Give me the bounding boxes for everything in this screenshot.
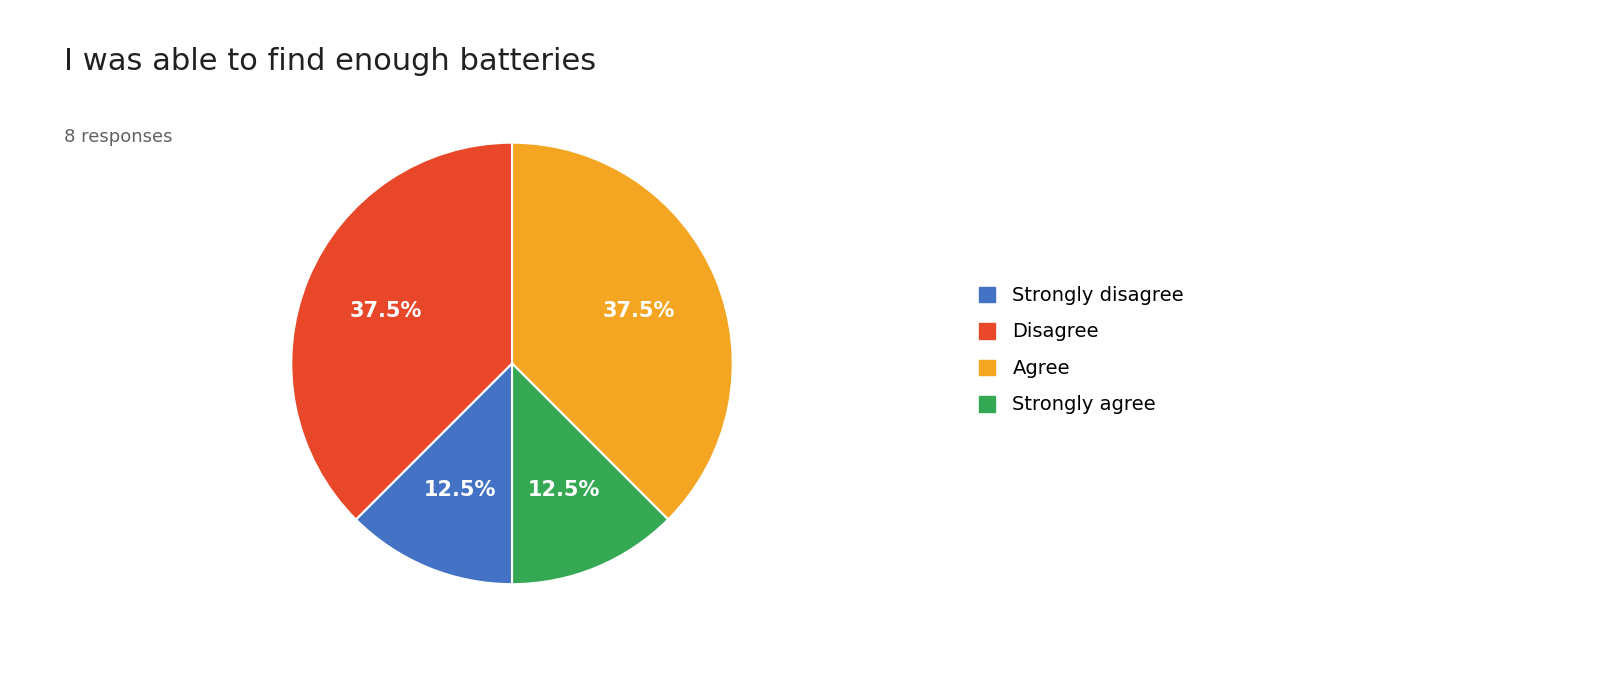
Text: I was able to find enough batteries: I was able to find enough batteries bbox=[64, 47, 597, 76]
Wedge shape bbox=[291, 143, 512, 520]
Wedge shape bbox=[355, 363, 512, 584]
Wedge shape bbox=[512, 363, 669, 584]
Legend: Strongly disagree, Disagree, Agree, Strongly agree: Strongly disagree, Disagree, Agree, Stro… bbox=[970, 276, 1194, 424]
Wedge shape bbox=[512, 143, 733, 520]
Text: 37.5%: 37.5% bbox=[602, 301, 675, 321]
Text: 12.5%: 12.5% bbox=[528, 480, 600, 500]
Text: 8 responses: 8 responses bbox=[64, 128, 173, 146]
Text: 37.5%: 37.5% bbox=[349, 301, 422, 321]
Text: 12.5%: 12.5% bbox=[424, 480, 496, 500]
